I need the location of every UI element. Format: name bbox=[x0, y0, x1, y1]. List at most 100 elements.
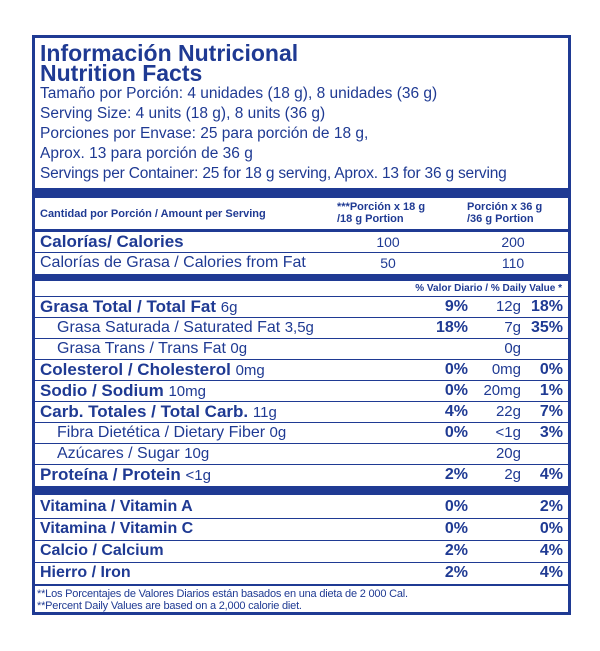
nutrient-row-protein: Proteína / Protein <1g 2% 2g 4% bbox=[35, 465, 568, 485]
dv-36g: 2% bbox=[539, 498, 563, 515]
nutrient-row-dietary-fiber: Fibra Dietética / Dietary Fiber 0g 0% <1… bbox=[35, 423, 568, 443]
divider bbox=[35, 296, 568, 297]
footnote-english: **Percent Daily Values are based on a 2,… bbox=[37, 600, 302, 612]
nutrient-label: Grasa Saturada / Saturated Fat 3,5g bbox=[57, 319, 314, 336]
dv-18g: 0% bbox=[444, 498, 468, 515]
amount-per-serving-label: Cantidad por Porción / Amount per Servin… bbox=[40, 208, 266, 220]
serving-size-en: Serving Size: 4 units (18 g), 8 units (3… bbox=[40, 105, 326, 122]
mineral-row-iron: Hierro / Iron 2% 4% bbox=[35, 563, 568, 583]
nutrient-label: Fibra Dietética / Dietary Fiber 0g bbox=[57, 424, 287, 441]
mineral-row-calcium: Calcio / Calcium 2% 4% bbox=[35, 541, 568, 561]
amount-36g: 0g bbox=[504, 340, 521, 357]
divider bbox=[35, 359, 568, 360]
vitamin-label: Hierro / Iron bbox=[40, 564, 131, 581]
nutrient-label: Sodio / Sodium 10mg bbox=[40, 381, 206, 400]
vitamin-row-a: Vitamina / Vitamin A 0% 2% bbox=[35, 497, 568, 517]
footer-divider bbox=[35, 584, 568, 586]
dv-36g: 7% bbox=[539, 403, 563, 420]
vitamin-label: Calcio / Calcium bbox=[40, 542, 164, 559]
nutrient-label: Proteína / Protein <1g bbox=[40, 465, 211, 484]
dv-36g: 4% bbox=[539, 466, 563, 483]
dv-36g: 0% bbox=[539, 520, 563, 537]
calories-36g: 200 bbox=[501, 234, 525, 250]
portion-36g-line1: Porción x 36 g bbox=[467, 201, 543, 213]
calories-label: Calorías/ Calories bbox=[40, 232, 184, 251]
divider bbox=[35, 540, 568, 541]
dv-18g: 2% bbox=[444, 466, 468, 483]
vitamin-row-c: Vitamina / Vitamin C 0% 0% bbox=[35, 519, 568, 539]
dv-18g: 0% bbox=[444, 382, 468, 399]
portion-18g-header: ***Porción x 18 g /18 g Portion bbox=[337, 201, 425, 225]
dv-36g: 0% bbox=[539, 361, 563, 378]
calories-18g: 100 bbox=[376, 234, 400, 250]
amount-36g: 0mg bbox=[491, 361, 521, 378]
amount-36g: 20g bbox=[495, 445, 521, 462]
divider bbox=[35, 380, 568, 381]
dv-36g: 1% bbox=[539, 382, 563, 399]
calories-fat-18g: 50 bbox=[380, 255, 396, 271]
nutrient-label: Colesterol / Cholesterol 0mg bbox=[40, 360, 265, 379]
dv-18g: 4% bbox=[444, 403, 468, 420]
nutrient-row-total-carb: Carb. Totales / Total Carb. 11g 4% 22g 7… bbox=[35, 402, 568, 422]
divider bbox=[35, 443, 568, 444]
amount-36g: 22g bbox=[495, 403, 521, 420]
divider bbox=[35, 338, 568, 339]
thick-divider bbox=[35, 188, 568, 198]
dv-36g: 3% bbox=[539, 424, 563, 441]
dv-18g: 2% bbox=[444, 564, 468, 581]
dv-18g: 18% bbox=[435, 319, 468, 336]
nutrient-row-saturated-fat: Grasa Saturada / Saturated Fat 3,5g 18% … bbox=[35, 318, 568, 338]
title-spanish: Información Nutricional bbox=[40, 40, 299, 66]
nutrient-row-sugar: Azúcares / Sugar 10g 20g bbox=[35, 444, 568, 464]
nutrient-label: Carb. Totales / Total Carb. 11g bbox=[40, 402, 277, 421]
divider bbox=[35, 518, 568, 519]
dv-36g: 4% bbox=[539, 564, 563, 581]
divider bbox=[35, 562, 568, 563]
amount-36g: 12g bbox=[495, 298, 521, 315]
calories-row: Calorías/ Calories 100 200 bbox=[35, 232, 568, 252]
dv-18g: 0% bbox=[444, 361, 468, 378]
nutrient-row-trans-fat: Grasa Trans / Trans Fat 0g 0g bbox=[35, 339, 568, 359]
calories-fat-36g: 110 bbox=[501, 255, 525, 271]
dv-18g: 9% bbox=[444, 298, 468, 315]
vitamin-label: Vitamina / Vitamin A bbox=[40, 498, 193, 515]
amount-36g: <1g bbox=[495, 424, 521, 441]
daily-value-header: % Valor Diario / % Daily Value * bbox=[415, 283, 562, 294]
divider bbox=[35, 252, 568, 253]
nutrient-label: Grasa Trans / Trans Fat 0g bbox=[57, 340, 248, 357]
dv-36g: 18% bbox=[530, 298, 563, 315]
servings-per-container-es-1: Porciones por Envase: 25 para porción de… bbox=[40, 125, 369, 142]
thick-divider bbox=[35, 486, 568, 495]
portion-18g-line1: ***Porción x 18 g bbox=[337, 201, 426, 213]
amount-36g: 7g bbox=[504, 319, 521, 336]
nutrient-label: Grasa Total / Total Fat 6g bbox=[40, 297, 238, 316]
medium-divider bbox=[35, 274, 568, 281]
portion-18g-line2: /18 g Portion bbox=[337, 213, 404, 225]
servings-per-container-en: Servings per Container: 25 for 18 g serv… bbox=[40, 165, 507, 182]
dv-18g: 0% bbox=[444, 424, 468, 441]
dv-36g: 4% bbox=[539, 542, 563, 559]
vitamin-label: Vitamina / Vitamin C bbox=[40, 520, 194, 537]
dv-18g: 0% bbox=[444, 520, 468, 537]
servings-per-container-es-2: Aprox. 13 para porción de 36 g bbox=[40, 145, 253, 162]
divider bbox=[35, 422, 568, 423]
amount-36g: 2g bbox=[504, 466, 521, 483]
portion-36g-header: Porción x 36 g /36 g Portion bbox=[467, 201, 542, 225]
dv-36g: 35% bbox=[530, 319, 563, 336]
calories-fat-label: Calorías de Grasa / Calories from Fat bbox=[40, 254, 306, 271]
nutrient-label: Azúcares / Sugar 10g bbox=[57, 445, 210, 462]
dv-18g: 2% bbox=[444, 542, 468, 559]
divider bbox=[35, 464, 568, 465]
nutrition-facts-panel: Información Nutricional Nutrition Facts … bbox=[32, 35, 571, 615]
amount-36g: 20mg bbox=[483, 382, 521, 399]
nutrient-row-sodium: Sodio / Sodium 10mg 0% 20mg 1% bbox=[35, 381, 568, 401]
divider bbox=[35, 317, 568, 318]
portion-36g-line2: /36 g Portion bbox=[467, 213, 534, 225]
title-english: Nutrition Facts bbox=[40, 60, 203, 86]
header-divider bbox=[35, 229, 568, 232]
calories-fat-row: Calorías de Grasa / Calories from Fat 50… bbox=[35, 253, 568, 273]
nutrient-row-total-fat: Grasa Total / Total Fat 6g 9% 12g 18% bbox=[35, 297, 568, 317]
divider bbox=[35, 401, 568, 402]
footnote-spanish: **Los Porcentajes de Valores Diarios est… bbox=[37, 588, 408, 600]
serving-size-es: Tamaño por Porción: 4 unidades (18 g), 8… bbox=[40, 85, 438, 102]
